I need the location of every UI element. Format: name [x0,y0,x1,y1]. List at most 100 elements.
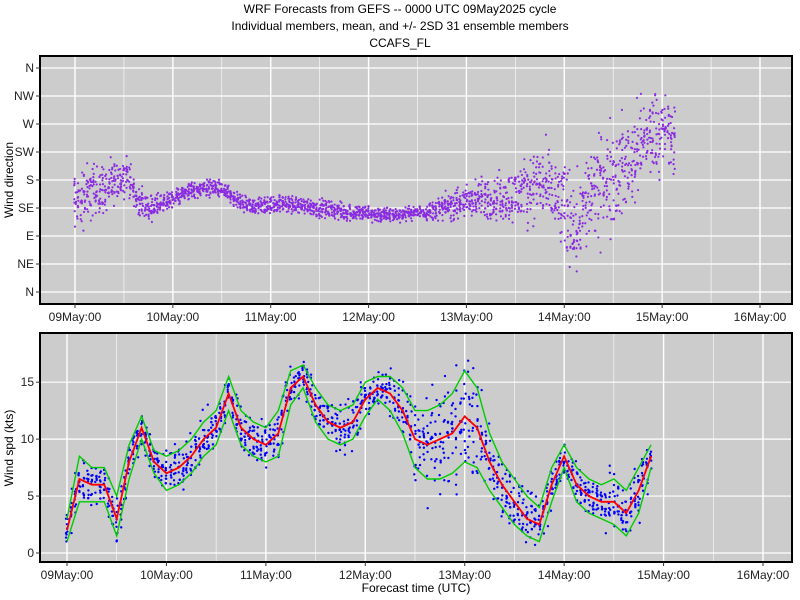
direction-point [300,200,303,203]
speed-point [534,495,538,498]
direction-point [625,138,628,141]
direction-point [526,229,529,232]
direction-point [635,142,638,145]
speed-point [335,449,338,453]
direction-point [462,191,465,194]
direction-point [103,185,106,188]
direction-point [598,192,602,195]
speed-point [575,489,579,493]
speed-point [310,400,314,403]
direction-point [209,192,212,195]
direction-point [639,167,642,170]
direction-point [144,208,147,211]
direction-point [584,191,587,194]
direction-point [233,192,236,195]
direction-point [474,209,477,212]
direction-point [593,172,596,176]
direction-point [581,222,584,225]
direction-point [520,183,523,186]
speed-point [521,526,524,529]
direction-point [355,217,358,220]
speed-point [638,521,641,525]
direction-point [380,211,383,214]
direction-point [296,211,300,214]
speed-point [335,413,339,417]
direction-point [563,212,566,215]
speed-point [363,386,367,390]
speed-point [508,475,512,478]
direction-point [536,155,539,159]
direction-point [544,188,547,191]
speed-point [247,454,251,457]
speed-point [649,450,653,453]
speed-point [624,508,627,512]
speed-point [380,395,383,398]
direction-point [92,192,95,195]
speed-point [493,458,496,462]
direction-point [598,169,602,172]
speed-point [491,477,495,480]
speed-point [313,393,317,397]
speed-point [509,514,512,517]
direction-point [618,139,621,142]
direction-point [300,207,303,211]
direction-point [560,199,563,202]
speed-point [292,390,296,394]
speed-point [613,511,616,514]
direction-point [272,195,275,199]
direction-point [614,164,617,168]
direction-point [77,206,80,209]
speed-point [551,472,554,475]
speed-point [574,460,578,463]
direction-point [575,270,578,273]
direction-point [609,155,613,158]
direction-point [303,209,306,212]
direction-point [362,212,365,215]
direction-point [324,203,327,206]
direction-point [220,187,223,190]
speed-point [537,533,540,536]
direction-point [548,203,551,207]
direction-point [548,174,551,177]
speed-point [334,412,337,415]
direction-point [129,187,132,190]
speed-point [181,453,185,456]
direction-point [603,184,606,188]
direction-point [667,113,670,116]
direction-point [673,132,676,135]
direction-point [79,189,82,192]
speed-point [194,459,197,462]
direction-point [108,168,111,172]
speed-point [306,390,309,394]
speed-point [99,497,102,500]
speed-point [538,528,542,531]
speed-point [302,360,305,364]
direction-point [297,206,301,209]
direction-point [486,181,490,184]
speed-point [592,482,595,485]
direction-point [321,210,324,213]
direction-point [539,162,542,165]
direction-point [380,214,383,217]
speed-point [252,445,255,448]
speed-point [570,478,573,482]
speed-point [369,387,372,390]
direction-point [566,214,569,217]
speed-point [406,414,409,418]
direction-point [612,160,615,163]
direction-point [111,193,114,196]
direction-point [340,201,343,204]
speed-point [182,457,186,460]
speed-point [570,465,574,468]
direction-point [569,234,572,237]
speed-point [346,418,350,422]
direction-point [562,188,565,191]
direction-point [370,216,373,219]
speed-point [467,395,471,399]
direction-point [514,187,518,190]
direction-point [495,219,498,222]
direction-point [556,185,560,188]
direction-point [474,201,477,204]
direction-point [222,187,226,190]
direction-point [640,128,643,131]
